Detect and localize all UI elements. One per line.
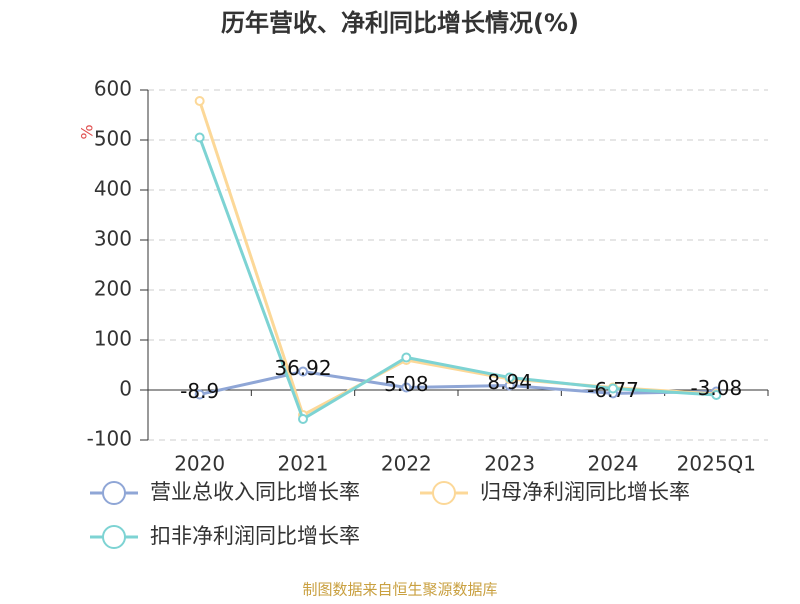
y-tick-label: 200 [94,277,132,301]
data-label: 8.94 [487,370,532,394]
point [194,132,205,143]
point [401,352,412,363]
y-tick-label: 0 [119,377,132,401]
chart-title: 历年营收、净利同比增长情况(%) [221,9,579,37]
x-tick-label: 2025Q1 [677,452,756,476]
x-tick-label: 2023 [484,452,535,476]
point [401,382,412,393]
point [298,366,308,377]
point [711,390,722,400]
point [608,383,618,394]
x-tick-label: 2022 [381,452,432,476]
x-tick-label: 2021 [278,452,329,476]
legend-icon [102,481,126,505]
series-line [198,136,717,422]
data-label: 5.08 [384,372,429,396]
legend-icon [432,481,456,505]
legend-label: 扣非净利润同比增长率 [150,524,360,548]
x-tick-label: 2020 [174,452,225,476]
data-label: -3.08 [690,376,742,400]
y-axis-label: % [78,124,97,139]
legend-icon [102,525,126,549]
source-note: 制图数据来自恒生聚源数据库 [302,581,497,599]
data-label: 36.92 [274,356,331,380]
point [298,414,308,424]
data-label: -6.77 [587,378,639,402]
point [504,372,515,383]
point [194,96,205,106]
y-tick-label: -100 [87,427,132,451]
legend-label: 营业总收入同比增长率 [150,480,360,504]
x-tick-label: 2024 [588,452,639,476]
y-tick-label: 600 [94,77,132,101]
y-tick-label: 500 [94,127,132,151]
legend-label: 归母净利润同比增长率 [480,480,690,504]
point [194,389,205,400]
y-tick-label: 100 [94,327,132,351]
data-label: -8.9 [180,379,219,403]
y-tick-label: 400 [94,177,132,201]
y-tick-label: 300 [94,227,132,251]
